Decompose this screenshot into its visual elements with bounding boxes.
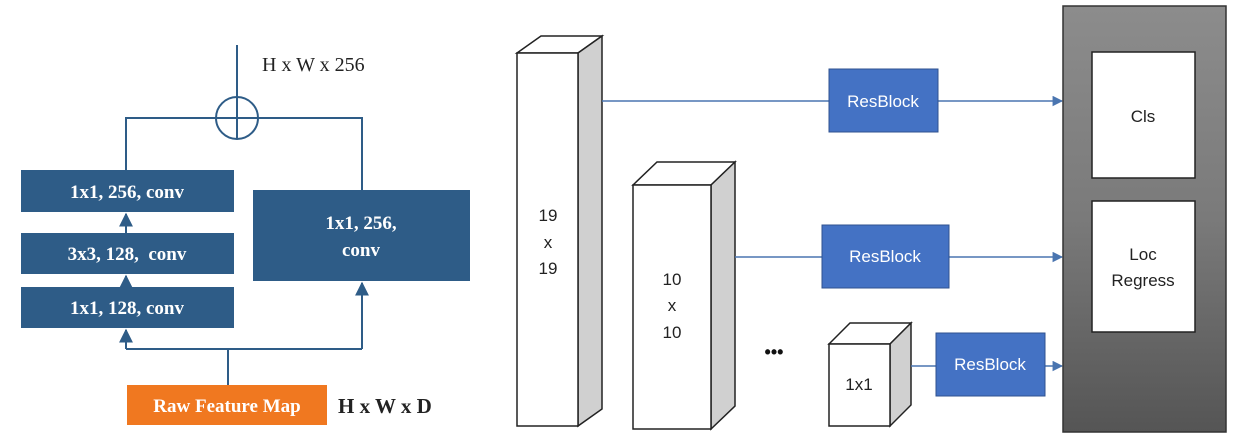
detection-head-diagram: 19 x 19 10 x 10 ••• 1x1 ResBlock xyxy=(514,5,1227,433)
conv-label-3x3-128: 3x3, 128, conv xyxy=(68,244,187,265)
conv-label-1x1-256: 1x1, 256, conv xyxy=(70,182,185,203)
resblock-3 xyxy=(935,332,1046,397)
feature-map-1x1: 1x1 xyxy=(827,321,913,428)
cls-label: Cls xyxy=(1131,107,1156,126)
ellipsis: ••• xyxy=(765,342,784,362)
fmap-19-line1: 19 xyxy=(539,206,558,225)
feature-map-10x10: 10 x 10 xyxy=(631,160,737,431)
raw-feature-map-box xyxy=(127,385,327,425)
loc-regress-box xyxy=(1091,200,1196,333)
shortcut-to-sum xyxy=(258,117,363,190)
main-branch-to-sum xyxy=(125,117,216,170)
fmap-1x1-label: 1x1 xyxy=(845,375,872,394)
feature-map-19x19: 19 x 19 xyxy=(514,34,605,428)
shortcut-label-line2: conv xyxy=(342,240,381,261)
conv-box-1x1-256 xyxy=(21,170,234,212)
sum-node xyxy=(215,96,259,140)
conv-box-1x1-128 xyxy=(21,287,234,328)
fmap-10-line1: 10 xyxy=(663,270,682,289)
cls-box xyxy=(1091,51,1196,179)
output-dim-label: H x W x 256 xyxy=(262,54,365,76)
loc-label-line1: Loc xyxy=(1129,245,1157,264)
fmap-19-line3: 19 xyxy=(539,259,558,278)
shortcut-label-line1: 1x1, 256, xyxy=(325,213,397,234)
resblock-2 xyxy=(821,224,950,289)
conv-label-1x1-128: 1x1, 128, conv xyxy=(70,298,185,319)
raw-feature-map-label: Raw Feature Map xyxy=(153,396,300,417)
loc-label-line2: Regress xyxy=(1111,271,1174,290)
resblock-2-label: ResBlock xyxy=(849,247,921,266)
fmap-10-line2: x xyxy=(668,296,677,315)
fmap-10-line3: 10 xyxy=(663,323,682,342)
input-dim-label: H x W x D xyxy=(338,394,432,418)
resblock-1-label: ResBlock xyxy=(847,92,919,111)
conv-box-3x3-128 xyxy=(21,233,234,274)
resblock-1 xyxy=(828,68,939,133)
resblock-3-label: ResBlock xyxy=(954,355,1026,374)
shortcut-conv-box xyxy=(253,190,470,281)
residual-block-diagram: 1x1, 256, conv 3x3, 128, conv 1x1, 128, … xyxy=(21,45,470,425)
fmap-19-line2: x xyxy=(544,233,553,252)
